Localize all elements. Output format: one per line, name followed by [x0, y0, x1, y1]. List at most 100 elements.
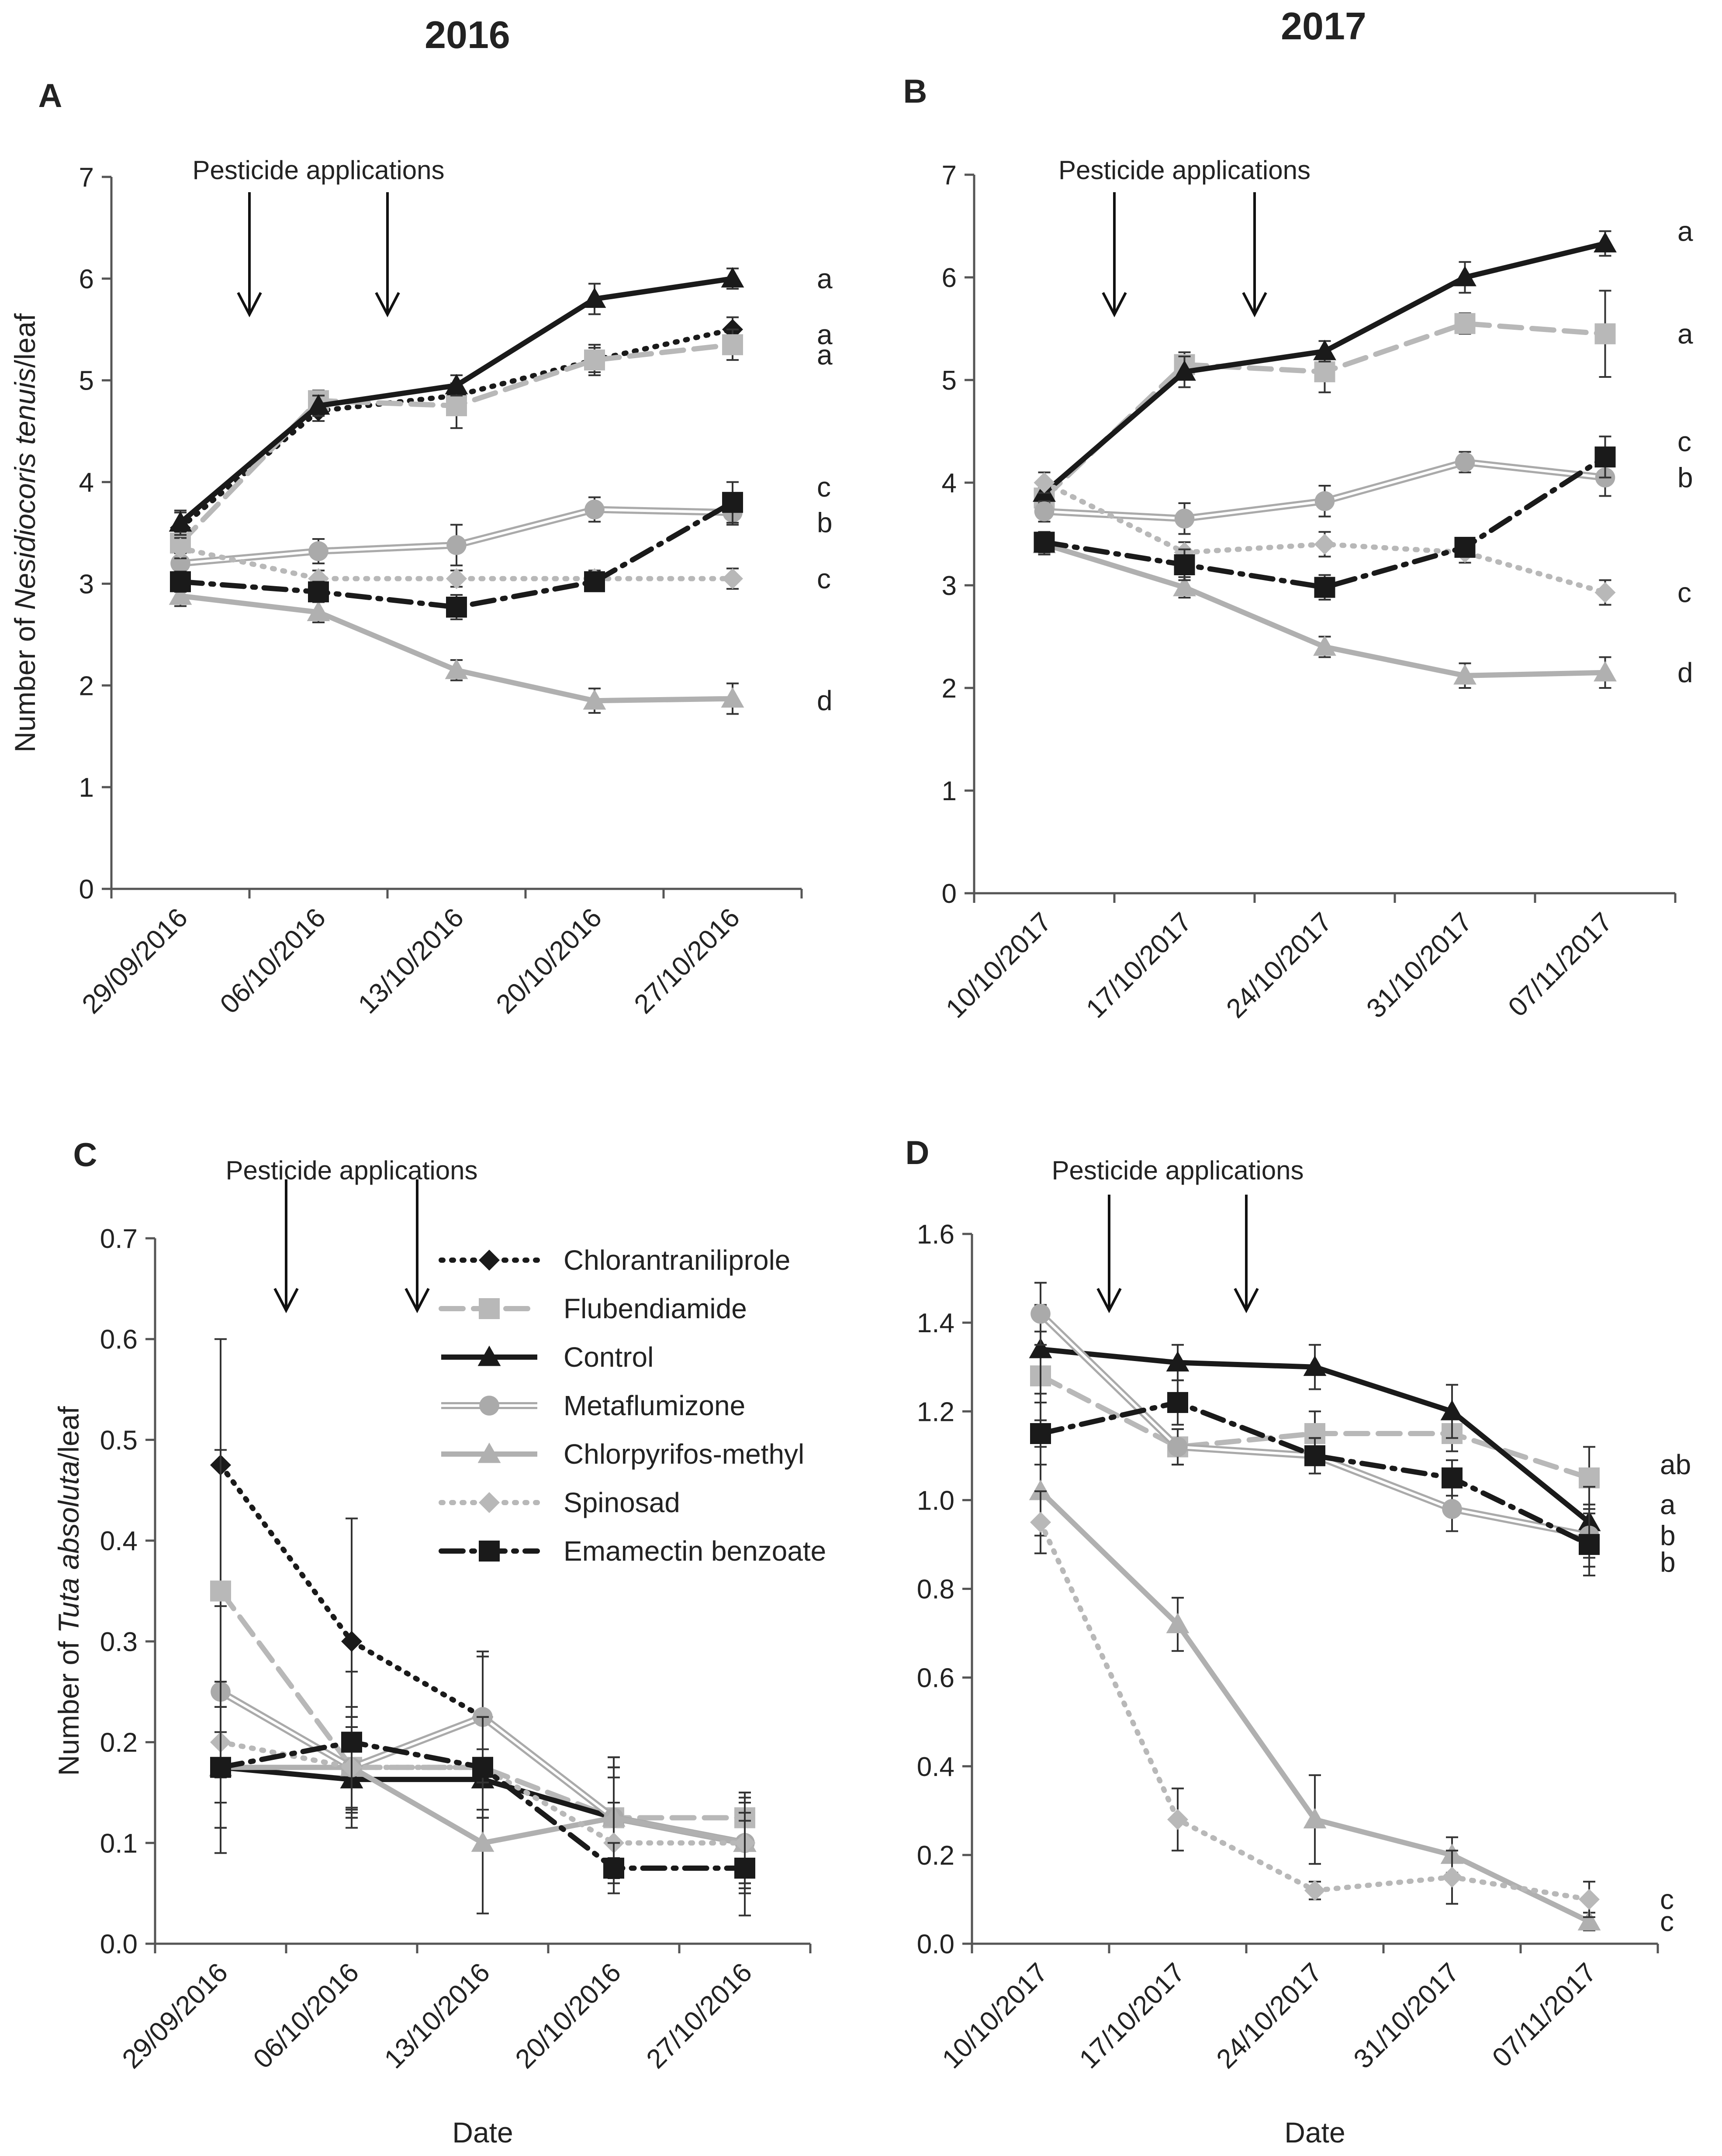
panel-a-y-axis-title-prefix: Number of	[9, 610, 41, 752]
panel-a-y-tick-label: 5	[79, 366, 94, 396]
series-line	[178, 500, 735, 610]
panel-d-y-tick-label: 1.2	[917, 1397, 954, 1427]
panel-d-y-tick-label: 1.0	[917, 1486, 954, 1516]
panel-d-y-tick-label: 1.6	[917, 1220, 954, 1250]
data-point	[1034, 532, 1055, 553]
panel-a-y-tick-label: 1	[79, 773, 94, 803]
data-point	[1167, 1809, 1188, 1830]
panel-b-series-metaflumizone	[1034, 451, 1615, 535]
legend-label: Emamectin benzoate	[564, 1535, 826, 1567]
panel-d-x-tick-label: 31/10/2017	[1348, 1957, 1465, 2074]
data-point	[1594, 582, 1616, 603]
legend-label: Metaflumizone	[564, 1390, 745, 1421]
year-label-2017: 2017	[1281, 4, 1366, 48]
data-point	[1174, 508, 1195, 529]
panel-c-y-axis-title: Number of Tuta absoluta/leaf	[52, 1406, 85, 1776]
panel-a-y-tick-label: 0	[79, 874, 94, 905]
panel-d-application-arrowhead	[1096, 1288, 1122, 1313]
panel-a-x-tick-label: 06/10/2016	[214, 902, 332, 1019]
panel-d-x-tick-label: 10/10/2017	[937, 1957, 1054, 2074]
data-point	[1577, 1910, 1601, 1931]
panel-d-significance-letter: b	[1660, 1547, 1676, 1578]
legend-label: Chlorpyrifos-methyl	[564, 1438, 804, 1470]
panel-a-x-tick-label: 29/09/2016	[76, 902, 194, 1019]
panel-c-x-tick-label: 20/10/2016	[510, 1957, 627, 2074]
panel-a-y-axis-title-species: Nesidiocoris tenuis	[9, 368, 41, 610]
panel-b-series-flubendiamide	[1034, 290, 1616, 509]
panel-a-series-control	[169, 267, 744, 536]
panel-b-significance-letter: b	[1677, 462, 1693, 493]
panel-b-x-tick-label: 31/10/2017	[1361, 907, 1478, 1024]
panel-d-x-tick-label: 24/10/2017	[1211, 1957, 1328, 2074]
series-line	[218, 1588, 747, 1821]
data-point	[1029, 1337, 1052, 1358]
data-point	[583, 689, 606, 710]
legend-item-flubendiamide: Flubendiamide	[439, 1293, 747, 1324]
data-point	[1168, 1437, 1188, 1457]
panel-c-y-tick-label: 0.3	[100, 1627, 138, 1657]
data-point	[169, 584, 192, 605]
panel-d-y-tick-label: 0.8	[917, 1575, 954, 1605]
panel-b-significance-letter: a	[1677, 318, 1693, 349]
panel-d-x-axis-title: Date	[1284, 2116, 1345, 2149]
legend-marker	[477, 1345, 501, 1366]
panel-d-application-arrowhead	[1234, 1288, 1259, 1313]
panel-c-x-tick-label: 29/09/2016	[117, 1957, 234, 2074]
legend-label: Flubendiamide	[564, 1293, 747, 1324]
data-point	[1314, 361, 1335, 383]
panel-b-significance-letter: a	[1677, 215, 1693, 247]
panel-a-y-tick-label: 7	[79, 162, 94, 193]
data-point	[1453, 266, 1476, 287]
data-point	[341, 1731, 362, 1753]
panel-c-y-tick-label: 0.2	[100, 1728, 138, 1758]
panel-d-y-tick-label: 0.4	[917, 1752, 954, 1782]
panel-a-y-axis-title-suffix: /leaf	[9, 313, 41, 368]
data-point	[1314, 577, 1335, 598]
legend-item-chlorpyrifos-methyl: Chlorpyrifos-methyl	[441, 1438, 804, 1470]
panel-d-y-tick-label: 0.6	[917, 1663, 954, 1693]
panel-b-x-tick-label: 07/11/2017	[1502, 907, 1618, 1023]
data-point	[1174, 554, 1195, 575]
legend-item-chlorantraniliprole: Chlorantraniliprole	[439, 1244, 790, 1276]
data-point	[722, 568, 743, 589]
data-point	[721, 687, 744, 708]
panel-b-label: B	[903, 73, 927, 110]
data-point	[1453, 664, 1476, 685]
panel-c-y-tick-label: 0.7	[100, 1224, 138, 1254]
panel-c-application-arrowhead	[405, 1288, 430, 1313]
panel-c-x-axis-title: Date	[452, 2116, 513, 2149]
panel-d-significance-letter: c	[1660, 1906, 1674, 1937]
panel-b-application-arrowhead	[1242, 292, 1267, 318]
panel-c-label: C	[73, 1137, 97, 1174]
data-point	[445, 373, 468, 394]
panel-c-x-tick-label: 27/10/2016	[641, 1957, 758, 2074]
panel-c-pesticide-label: Pesticide applications	[225, 1156, 477, 1185]
panel-d-y-tick-label: 1.4	[917, 1308, 954, 1338]
data-point	[1594, 323, 1616, 345]
data-point	[722, 492, 743, 513]
panel-b-significance-letter: c	[1677, 426, 1691, 457]
panel-b-y-tick-label: 7	[942, 160, 957, 190]
panel-a-y-tick-label: 3	[79, 569, 94, 599]
data-point	[1030, 1512, 1051, 1533]
data-point	[1454, 313, 1476, 334]
data-point	[210, 1580, 231, 1602]
data-point	[170, 571, 191, 592]
data-point	[446, 596, 467, 618]
data-point	[1313, 339, 1336, 360]
panel-b-pesticide-label: Pesticide applications	[1058, 155, 1311, 185]
panel-b-y-tick-label: 6	[942, 263, 957, 293]
panel-d-series-spinosad	[1030, 1490, 1600, 1918]
data-point	[1173, 576, 1196, 597]
data-point	[471, 1831, 494, 1852]
panel-a-series-chlorpyrifos-methyl	[169, 584, 744, 715]
panel-c-x-tick-label: 06/10/2016	[248, 1957, 365, 2074]
data-point	[1303, 1808, 1327, 1829]
legend-marker	[479, 1396, 499, 1416]
legend-label: Control	[564, 1341, 654, 1373]
data-point	[603, 1857, 624, 1879]
panel-a-significance-letter: a	[817, 339, 833, 371]
data-point	[1034, 472, 1055, 493]
panel-a-y-axis-title: Number of Nesidiocoris tenuis/leaf	[9, 313, 41, 753]
